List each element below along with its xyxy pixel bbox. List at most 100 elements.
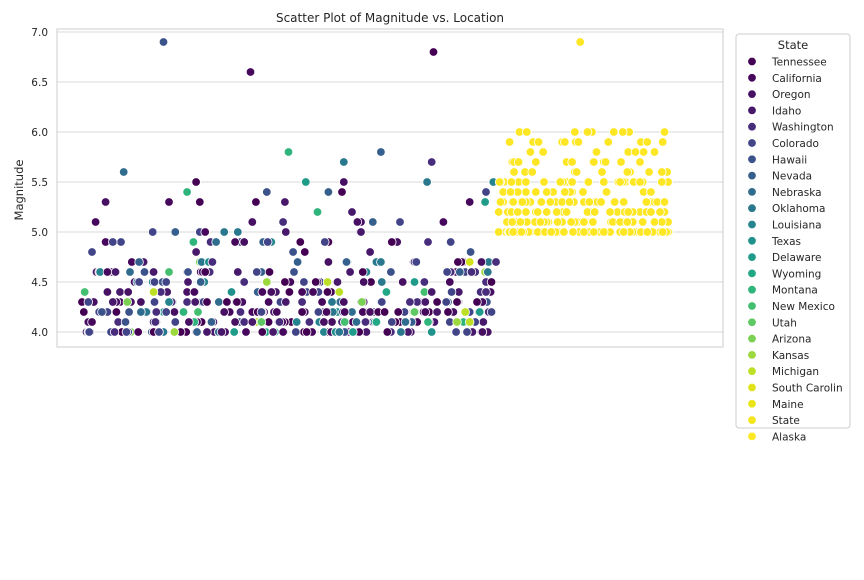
scatter-point (262, 187, 272, 197)
legend-label: Colorado (772, 138, 819, 150)
scatter-point (340, 307, 350, 317)
scatter-point (241, 327, 251, 337)
y-tick-label: 6.5 (31, 77, 48, 89)
scatter-point (192, 327, 202, 337)
scatter-point (533, 207, 543, 217)
scatter-point (358, 267, 368, 277)
scatter-point (655, 207, 665, 217)
scatter-point (230, 237, 240, 247)
scatter-point (200, 267, 210, 277)
legend-label: Montana (772, 285, 818, 297)
scatter-point (505, 187, 516, 197)
legend-label: Tennessee (771, 57, 827, 69)
scatter-point (281, 227, 291, 237)
scatter-point (87, 247, 97, 257)
legend-label: Hawaii (772, 154, 807, 166)
legend-label: Delaware (772, 252, 821, 264)
legend-marker (747, 317, 757, 328)
scatter-point (476, 257, 487, 267)
scatter-point (395, 217, 405, 227)
legend-marker (747, 415, 757, 425)
legend: State Tennessee California Oregon Idaho Wash… (735, 33, 851, 443)
scatter-point (164, 297, 174, 307)
scatter-point (508, 197, 518, 207)
scatter-point (371, 317, 382, 327)
scatter-point (509, 167, 519, 177)
legend-label: Oregon (772, 89, 811, 101)
scatter-point (102, 287, 113, 297)
legend-marker (747, 73, 757, 83)
scatter-point (311, 277, 321, 287)
scatter-point (323, 257, 334, 267)
scatter-point (169, 327, 180, 337)
legend-marker (747, 187, 757, 197)
scatter-point (184, 317, 194, 327)
scatter-point (535, 217, 546, 227)
scatter-point (603, 137, 614, 147)
scatter-point (151, 307, 162, 317)
scatter-point (423, 237, 433, 247)
scatter-point (118, 167, 129, 177)
scatter-point (494, 207, 504, 217)
scatter-point (495, 197, 506, 207)
scatter-point (630, 147, 641, 157)
scatter-point (596, 197, 606, 207)
scatter-point (486, 277, 497, 287)
legend-marker (747, 252, 757, 262)
scatter-point (232, 297, 242, 307)
scatter-point (347, 207, 357, 217)
scatter-point (319, 317, 329, 327)
scatter-point (465, 317, 475, 327)
scatter-point (546, 227, 556, 237)
scatter-point (561, 207, 572, 217)
scatter-point (108, 297, 118, 307)
scatter-point (618, 127, 628, 137)
legend-label: State (772, 415, 800, 427)
legend-item: Nevada (747, 171, 812, 183)
scatter-point (441, 297, 451, 307)
scatter-point (382, 327, 393, 337)
scatter-point (638, 147, 649, 157)
scatter-point (659, 197, 670, 207)
scatter-point (506, 177, 517, 187)
scatter-point (222, 297, 232, 307)
scatter-point (646, 187, 656, 197)
scatter-point (376, 257, 386, 267)
legend-marker (747, 154, 757, 165)
scatter-point (359, 277, 369, 287)
legend-item: Arizona (747, 334, 811, 346)
scatter-point (619, 197, 629, 207)
scatter-point (111, 307, 122, 317)
scatter-point (542, 187, 552, 197)
scatter-point (183, 267, 193, 277)
scatter-point (591, 147, 602, 157)
scatter-point (432, 307, 442, 317)
scatter-point (120, 317, 131, 327)
scatter-point (567, 177, 577, 187)
scatter-point (590, 207, 600, 217)
scatter-point (256, 307, 267, 317)
scatter-point (334, 287, 345, 297)
scatter-point (560, 137, 570, 147)
legend-label: Maine (772, 399, 804, 411)
scatter-point (147, 227, 158, 237)
scatter-point (200, 227, 210, 237)
scatter-point (649, 147, 660, 157)
scatter-point (262, 277, 272, 287)
legend-marker (747, 399, 757, 409)
scatter-point (247, 217, 258, 227)
scatter-point (379, 307, 390, 317)
scatter-point (465, 197, 475, 207)
scatter-point (233, 227, 243, 237)
scatter-point (229, 327, 239, 337)
scatter-point (278, 327, 288, 337)
scatter-point (486, 307, 497, 317)
y-axis-label: Magnitude (12, 160, 26, 221)
legend-item: Delaware (747, 252, 821, 264)
scatter-point (428, 47, 439, 57)
scatter-point (226, 287, 237, 297)
scatter-point (521, 187, 531, 197)
legend-marker (747, 219, 757, 230)
scatter-point (357, 297, 367, 307)
